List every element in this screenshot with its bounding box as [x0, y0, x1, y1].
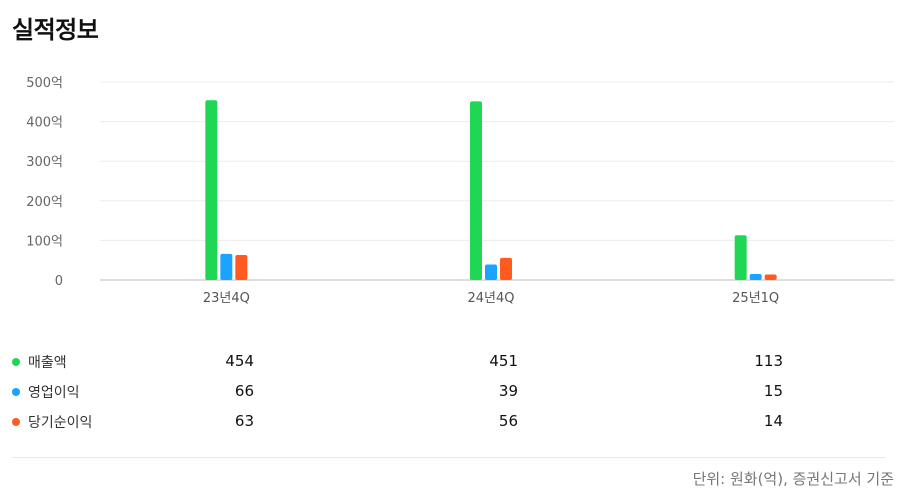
bar-net-income	[500, 257, 512, 280]
bar-sales	[470, 101, 482, 281]
y-tick-label: 200억	[26, 195, 63, 210]
y-tick-label: 300억	[26, 155, 63, 170]
legend-dot-icon	[12, 388, 20, 396]
y-tick-label: 400억	[26, 116, 63, 131]
value-cell: 454	[225, 352, 254, 370]
value-cell: 56	[498, 412, 518, 430]
page-title: 실적정보	[12, 16, 99, 44]
value-cell: 15	[763, 382, 783, 400]
value-cell: 66	[234, 382, 254, 400]
bar-operating-profit	[485, 264, 497, 280]
bar-sales	[205, 100, 218, 280]
legend-label: 영업이익	[28, 385, 80, 401]
value-cell: 39	[498, 382, 518, 400]
x-tick-label: 25년1Q	[732, 291, 779, 306]
legend-label: 당기순이익	[28, 415, 93, 431]
y-tick-label: 100억	[26, 234, 63, 249]
legend-row: 매출액 454 451 113	[0, 350, 898, 374]
value-cell: 63	[234, 412, 254, 430]
divider	[12, 457, 886, 458]
legend-row: 당기순이익 63 56 14	[0, 410, 898, 434]
bar-operating-profit	[220, 253, 233, 280]
legend-dot-icon	[12, 418, 20, 426]
value-cell: 14	[763, 412, 783, 430]
x-tick-label: 24년4Q	[467, 291, 514, 306]
bar-operating-profit	[749, 274, 762, 280]
y-tick-label: 0	[55, 274, 63, 289]
bar-net-income	[764, 274, 777, 280]
value-cell: 113	[754, 352, 783, 370]
performance-bar-chart: 0 100억 200억 300억 400억 500억 23년4Q 24년4Q 25년1Q	[26, 76, 894, 306]
x-tick-label: 23년4Q	[203, 291, 250, 306]
bar-net-income	[235, 255, 248, 280]
legend-label: 매출액	[28, 355, 67, 371]
y-tick-label: 500억	[26, 76, 63, 91]
unit-footnote: 단위: 원화(억), 증권신고서 기준	[692, 470, 894, 488]
bar-sales	[734, 235, 747, 280]
value-cell: 451	[489, 352, 518, 370]
legend-dot-icon	[12, 358, 20, 366]
legend-row: 영업이익 66 39 15	[0, 380, 898, 404]
